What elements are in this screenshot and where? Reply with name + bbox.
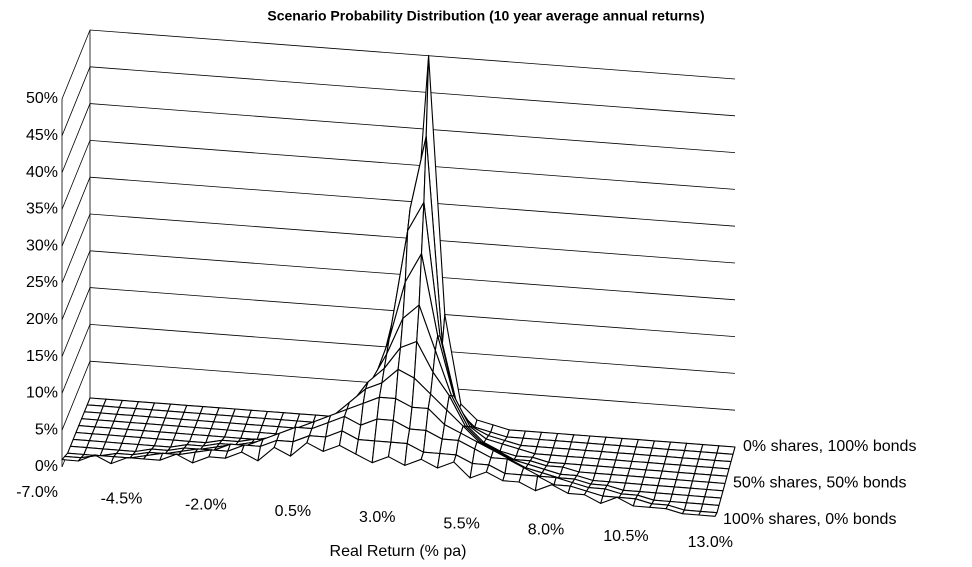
x-tick-label: 3.0% (359, 509, 395, 526)
grid-line (61, 250, 736, 320)
x-axis-title: Real Return (% pa) (330, 543, 467, 560)
grid-line (61, 103, 736, 173)
x-tick-label: -7.0% (16, 484, 58, 501)
surface-cell (436, 452, 457, 469)
chart-title: Scenario Probability Distribution (10 ye… (267, 8, 704, 24)
surface-cell (371, 440, 392, 464)
surface-cell (681, 509, 702, 516)
grid-line (61, 139, 736, 210)
x-tick-label: 0.5% (275, 503, 311, 520)
grid-line (61, 360, 736, 431)
surface-cell (374, 418, 394, 443)
surface-cell (420, 451, 441, 469)
x-tick-label: 10.5% (603, 528, 648, 545)
surface-cell (208, 449, 229, 459)
grid-line (61, 29, 736, 100)
grid-line (61, 323, 736, 394)
surface-cell (94, 454, 115, 465)
x-tick-label: 5.5% (443, 515, 479, 532)
y-tick-label: 0% (35, 458, 58, 475)
grid-line (61, 213, 736, 284)
surface-cell (698, 510, 718, 517)
y-tick-label: 5% (35, 421, 58, 438)
x-tick-label: -2.0% (185, 497, 227, 514)
surface-cell (551, 484, 571, 494)
surface-cell (376, 396, 397, 421)
surface-cell (355, 439, 376, 464)
y-tick-label: 20% (26, 311, 58, 328)
x-tick-label: -4.5% (101, 490, 143, 507)
series-label: 100% shares, 0% bonds (723, 511, 896, 528)
surface-cell (306, 435, 327, 452)
y-tick-label: 50% (26, 90, 58, 107)
surface-cell (439, 438, 459, 456)
y-tick-label: 25% (26, 274, 58, 291)
surface-cell (409, 406, 429, 431)
surface-cell (649, 503, 669, 510)
surface-cell (600, 495, 620, 504)
y-tick-label: 40% (26, 164, 58, 181)
grid-line (61, 66, 736, 136)
surface-cell (518, 474, 539, 492)
surface-cell (387, 441, 408, 466)
y-tick-label: 30% (26, 237, 58, 254)
y-tick-label: 35% (26, 201, 58, 218)
y-tick-label: 10% (26, 385, 58, 402)
y-tick-label: 15% (26, 348, 58, 365)
surface-cell (469, 462, 490, 479)
series-label: 0% shares, 100% bonds (743, 438, 916, 455)
x-tick-label: 8.0% (528, 522, 564, 539)
x-tick-label: 13.0% (688, 534, 733, 551)
y-tick-label: 45% (26, 127, 58, 144)
surface-cell (273, 439, 294, 457)
surface-cell (502, 472, 522, 483)
surface-cell (616, 496, 637, 507)
series-label: 50% shares, 50% bonds (733, 475, 906, 492)
grid-line (61, 176, 736, 247)
surface-cell (241, 444, 262, 462)
grid-line (61, 287, 736, 357)
